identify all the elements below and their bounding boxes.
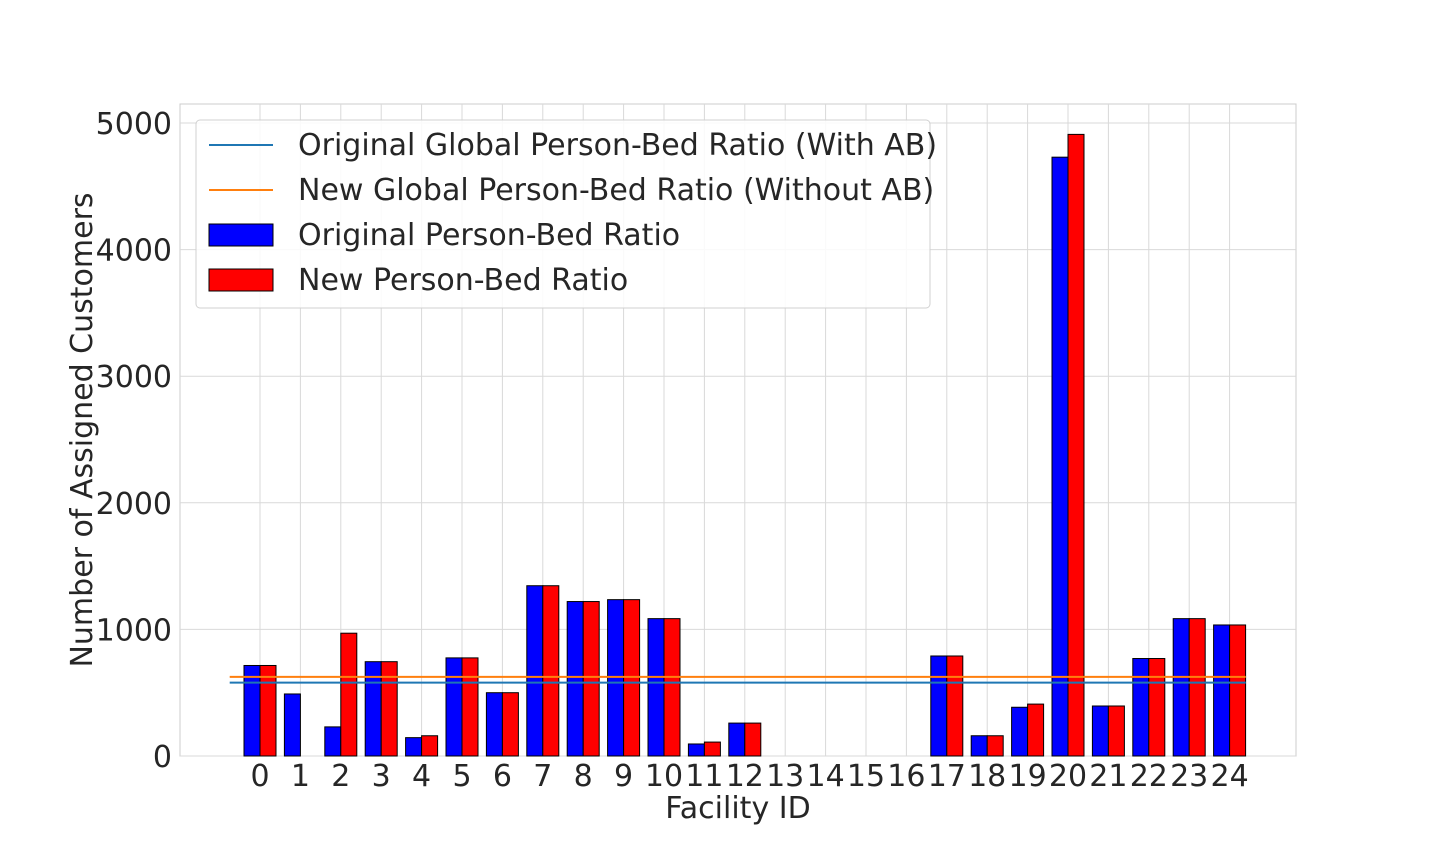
bar-new-3 [380, 661, 398, 757]
bar-original-18 [970, 735, 988, 757]
y-tick-label: 3000 [96, 360, 172, 395]
y-axis-label: Number of Assigned Customers [65, 192, 100, 667]
x-tick-label: 23 [1170, 759, 1208, 794]
x-tick-label: 12 [726, 759, 764, 794]
y-tick-label: 0 [153, 740, 172, 775]
bar-new-5 [461, 657, 479, 757]
bar-original-0 [243, 664, 261, 757]
x-tick-label: 5 [452, 759, 471, 794]
x-tick-label: 1 [291, 759, 310, 794]
bar-original-12 [728, 722, 746, 757]
bar-new-24 [1229, 624, 1247, 757]
x-tick-label: 3 [372, 759, 391, 794]
y-tick-label: 5000 [96, 107, 172, 142]
x-axis-ticks: 0 1 2 3 4 5 6 7 8 9 10 11 12 13 14 15 16 17 18 19 20 21 22 23 24 [250, 759, 1248, 794]
bar-original-8 [566, 601, 584, 757]
bar-new-2 [340, 632, 358, 757]
bar-new-18 [986, 735, 1004, 757]
bar-new-8 [582, 601, 600, 757]
bar-original-20 [1051, 156, 1069, 757]
bar-new-4 [421, 735, 439, 757]
bar-original-7 [526, 585, 544, 757]
x-tick-label: 0 [250, 759, 269, 794]
bar-new-17 [946, 655, 964, 757]
x-tick-label: 9 [614, 759, 633, 794]
bar-new-7 [542, 585, 560, 757]
bar-new-23 [1188, 618, 1206, 757]
x-tick-label: 13 [766, 759, 804, 794]
x-axis-label: Facility ID [665, 791, 810, 826]
bar-original-11 [687, 743, 705, 757]
x-tick-label: 4 [412, 759, 431, 794]
bar-original-21 [1091, 705, 1109, 757]
x-tick-label: 20 [1049, 759, 1087, 794]
bar-original-22 [1132, 658, 1150, 757]
x-tick-label: 22 [1130, 759, 1168, 794]
legend: Original Global Person-Bed Ratio (With A… [195, 119, 937, 309]
legend-entry-label: New Global Person-Bed Ratio (Without AB) [298, 173, 934, 208]
bar-original-24 [1213, 624, 1231, 757]
legend-entry-label: Original Person-Bed Ratio [298, 218, 680, 253]
legend-entry-label: Original Global Person-Bed Ratio (With A… [298, 128, 937, 163]
bar-original-5 [445, 657, 463, 757]
x-tick-label: 18 [968, 759, 1006, 794]
legend-entry-label: New Person-Bed Ratio [298, 263, 628, 298]
bar-new-20 [1067, 133, 1085, 757]
x-tick-label: 24 [1211, 759, 1249, 794]
x-tick-label: 7 [533, 759, 552, 794]
x-tick-label: 15 [847, 759, 885, 794]
x-tick-label: 2 [331, 759, 350, 794]
bar-new-21 [1107, 705, 1125, 757]
x-tick-label: 8 [574, 759, 593, 794]
x-tick-label: 19 [1009, 759, 1047, 794]
bar-original-10 [647, 618, 665, 757]
bar-new-11 [703, 741, 721, 757]
bar-original-4 [405, 737, 423, 757]
bar-original-1 [283, 693, 301, 757]
bar-original-19 [1011, 706, 1029, 757]
bar-original-23 [1172, 618, 1190, 757]
bar-new-10 [663, 618, 681, 757]
x-tick-label: 17 [928, 759, 966, 794]
bar-original-2 [324, 726, 342, 757]
bar-new-12 [744, 722, 762, 757]
y-tick-label: 1000 [96, 613, 172, 648]
x-tick-label: 21 [1089, 759, 1127, 794]
reference-lines [229, 675, 1246, 684]
x-tick-label: 6 [493, 759, 512, 794]
y-axis-ticks: 0 1000 2000 3000 4000 5000 [96, 107, 172, 775]
bar-original-3 [364, 661, 382, 757]
bar-original-17 [930, 655, 948, 757]
x-tick-label: 16 [887, 759, 925, 794]
bar-new-0 [259, 664, 277, 757]
x-tick-label: 11 [685, 759, 723, 794]
bar-original-6 [485, 692, 503, 757]
x-tick-label: 10 [645, 759, 683, 794]
y-tick-label: 2000 [96, 487, 172, 522]
y-tick-label: 4000 [96, 234, 172, 269]
bar-new-19 [1027, 703, 1045, 757]
bar-new-22 [1148, 658, 1166, 757]
legend-swatch-patch [208, 223, 274, 247]
legend-swatch-patch [208, 268, 274, 292]
legend-box [195, 119, 931, 309]
bar-new-6 [501, 692, 519, 757]
x-tick-label: 14 [807, 759, 845, 794]
